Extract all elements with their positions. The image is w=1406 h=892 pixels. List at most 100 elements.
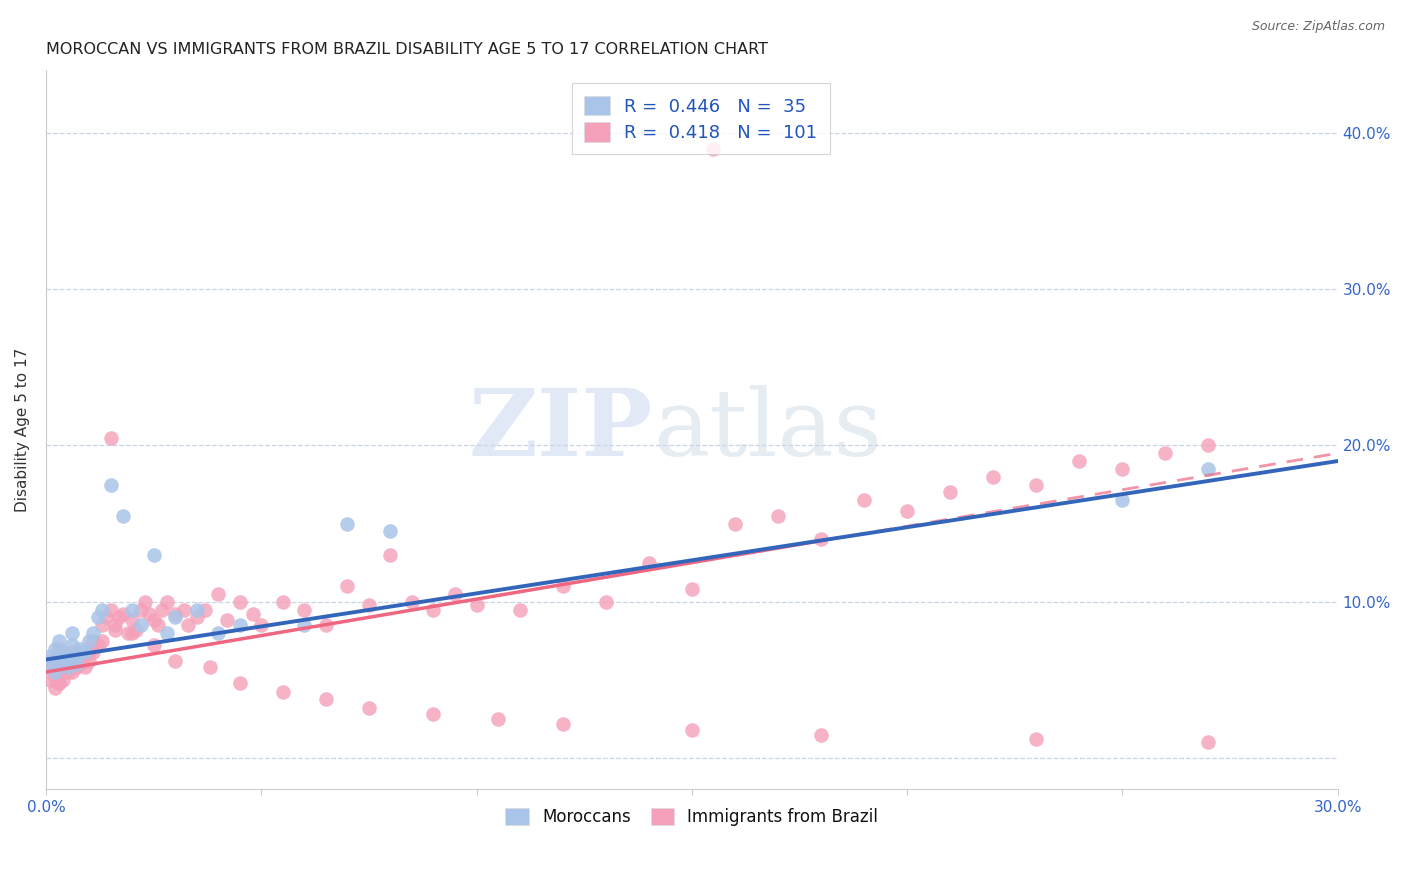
Point xyxy=(228,618,250,632)
Point xyxy=(60,665,83,679)
Point xyxy=(150,602,173,616)
Point xyxy=(292,618,315,632)
Point xyxy=(228,676,250,690)
Point xyxy=(73,660,96,674)
Point xyxy=(117,626,139,640)
Point xyxy=(228,595,250,609)
Point xyxy=(44,670,66,684)
Point xyxy=(48,641,70,656)
Point xyxy=(250,618,273,632)
Point xyxy=(465,598,488,612)
Point xyxy=(65,649,87,664)
Point xyxy=(595,595,617,609)
Point xyxy=(173,602,195,616)
Y-axis label: Disability Age 5 to 17: Disability Age 5 to 17 xyxy=(15,348,30,512)
Point xyxy=(509,602,531,616)
Point xyxy=(271,685,294,699)
Point xyxy=(56,649,79,664)
Point xyxy=(65,657,87,672)
Point xyxy=(401,595,423,609)
Point xyxy=(380,548,402,562)
Point xyxy=(165,607,187,622)
Point xyxy=(724,516,747,531)
Point xyxy=(56,660,79,674)
Point xyxy=(91,602,114,616)
Point xyxy=(207,587,229,601)
Point xyxy=(48,665,70,679)
Point xyxy=(125,623,148,637)
Point xyxy=(86,639,108,653)
Point xyxy=(60,639,83,653)
Point xyxy=(142,614,165,628)
Point xyxy=(896,504,918,518)
Point xyxy=(1198,735,1220,749)
Point xyxy=(1111,493,1133,508)
Point xyxy=(77,633,100,648)
Point xyxy=(52,654,75,668)
Point xyxy=(39,657,62,672)
Point xyxy=(100,602,122,616)
Point xyxy=(48,633,70,648)
Point xyxy=(155,626,177,640)
Point xyxy=(681,723,703,737)
Point xyxy=(702,142,724,156)
Text: Source: ZipAtlas.com: Source: ZipAtlas.com xyxy=(1251,20,1385,33)
Point xyxy=(65,649,87,664)
Point xyxy=(104,623,127,637)
Point xyxy=(121,602,143,616)
Legend: Moroccans, Immigrants from Brazil: Moroccans, Immigrants from Brazil xyxy=(496,800,887,835)
Point xyxy=(44,657,66,672)
Point xyxy=(52,649,75,664)
Point xyxy=(1069,454,1091,468)
Point xyxy=(336,579,359,593)
Point xyxy=(138,607,160,622)
Point xyxy=(91,633,114,648)
Point xyxy=(853,493,876,508)
Point xyxy=(551,716,574,731)
Point xyxy=(112,607,135,622)
Point xyxy=(82,633,104,648)
Text: ZIP: ZIP xyxy=(468,384,652,475)
Point xyxy=(186,610,208,624)
Point xyxy=(48,657,70,672)
Point xyxy=(129,602,152,616)
Point xyxy=(380,524,402,539)
Point xyxy=(315,691,337,706)
Point xyxy=(129,618,152,632)
Point xyxy=(1111,462,1133,476)
Point xyxy=(69,641,91,656)
Point xyxy=(357,598,380,612)
Point xyxy=(77,641,100,656)
Text: atlas: atlas xyxy=(652,384,883,475)
Point xyxy=(44,641,66,656)
Point xyxy=(108,610,131,624)
Point xyxy=(637,556,659,570)
Point xyxy=(60,654,83,668)
Point xyxy=(207,626,229,640)
Point xyxy=(681,582,703,597)
Point xyxy=(198,660,221,674)
Point xyxy=(1154,446,1177,460)
Point xyxy=(86,610,108,624)
Point xyxy=(39,654,62,668)
Point xyxy=(52,645,75,659)
Point xyxy=(44,665,66,679)
Point xyxy=(486,712,509,726)
Point xyxy=(121,614,143,628)
Point xyxy=(155,595,177,609)
Point xyxy=(177,618,200,632)
Point xyxy=(142,548,165,562)
Point xyxy=(422,602,444,616)
Point xyxy=(1025,732,1047,747)
Point xyxy=(112,508,135,523)
Text: MOROCCAN VS IMMIGRANTS FROM BRAZIL DISABILITY AGE 5 TO 17 CORRELATION CHART: MOROCCAN VS IMMIGRANTS FROM BRAZIL DISAB… xyxy=(46,42,768,57)
Point xyxy=(422,707,444,722)
Point xyxy=(60,626,83,640)
Point xyxy=(77,654,100,668)
Point xyxy=(96,610,118,624)
Point xyxy=(1198,462,1220,476)
Point xyxy=(69,657,91,672)
Point xyxy=(39,673,62,687)
Point xyxy=(810,727,832,741)
Point xyxy=(1198,438,1220,452)
